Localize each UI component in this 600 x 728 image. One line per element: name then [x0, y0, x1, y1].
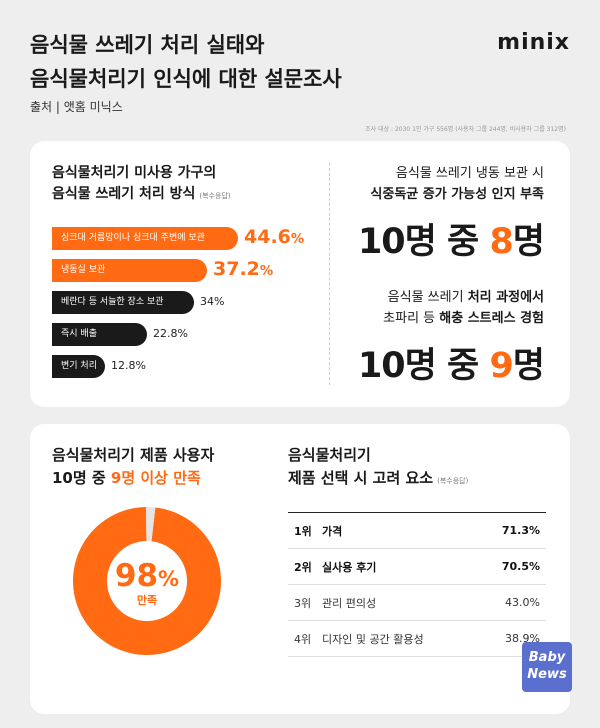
factors-table: 1위 가격 71.3% 2위 실사용 후기 70.5% 3위 관리 편의성 43… [288, 512, 546, 657]
donut-pct: % [158, 567, 180, 591]
pest-stat-total: 10 [357, 346, 406, 386]
disposal-bar-value: 12.8% [111, 359, 146, 372]
disposal-bar: 변기 처리 [52, 355, 105, 378]
pest-heading-l1b: 처리 과정에서 [467, 290, 544, 305]
row-name: 실사용 후기 [322, 560, 377, 574]
donut-center: 98% 만족 [72, 558, 222, 608]
pest-heading: 음식물 쓰레기 처리 과정에서 초파리 등 해충 스트레스 경험 [383, 287, 544, 329]
freeze-heading: 음식물 쓰레기 냉동 보관 시 식중독균 증가 가능성 인지 부족 [370, 163, 544, 205]
disposal-bar-pct: % [290, 232, 305, 247]
survey-note: 조사 대상 : 2030 1인 가구 556명 (사용자 그룹 244명, 비사… [365, 126, 566, 133]
donut-svg [73, 507, 222, 655]
freeze-stat: 10명 중 8명 [357, 213, 545, 264]
watermark-line1: Baby [528, 650, 566, 665]
freeze-stat-total: 10 [357, 222, 406, 262]
disposal-bar: 냉동실 보관 [52, 259, 207, 282]
freeze-heading-line1: 음식물 쓰레기 냉동 보관 시 [395, 166, 544, 181]
factors-multi-note: (복수응답) [437, 477, 469, 485]
title-line-2: 음식물처리기 인식에 대한 설문조사 [30, 67, 342, 91]
donut-slice-rest [146, 507, 156, 542]
brand-logo: minix [497, 30, 570, 55]
factors-title: 음식물처리기 제품 선택 시 고려 요소 (복수응답) [288, 444, 468, 493]
row-rank: 1위 [294, 524, 312, 538]
table-row: 1위 가격 71.3% [288, 513, 546, 549]
row-rank: 4위 [294, 632, 312, 646]
table-row: 2위 실사용 후기 70.5% [288, 549, 546, 585]
babynews-watermark: Baby News [522, 642, 572, 692]
row-rank: 2위 [294, 560, 312, 574]
satisfaction-title-l2b: 9명 이상 만족 [110, 469, 201, 487]
freeze-stat-mid: 명 중 [404, 222, 490, 262]
source-text: 출처 | 앳홈 미닉스 [30, 100, 123, 114]
donut-slice-satisfied [73, 507, 222, 655]
disposal-bar-value: 37.2% [213, 258, 274, 280]
row-value: 71.3% [501, 524, 540, 537]
card-satisfaction: 음식물처리기 제품 사용자 10명 중 9명 이상 만족 98% 만족 음식물처… [30, 424, 570, 714]
row-rank: 3위 [294, 596, 312, 610]
factors-title-line2: 제품 선택 시 고려 요소 [288, 469, 434, 487]
satisfaction-title-line1: 음식물처리기 제품 사용자 [52, 446, 215, 464]
row-value: 38.9% [505, 632, 540, 645]
satisfaction-title: 음식물처리기 제품 사용자 10명 중 9명 이상 만족 [52, 444, 214, 490]
row-value: 70.5% [501, 560, 540, 573]
pest-stat: 10명 중 9명 [357, 337, 545, 388]
pest-stat-unit: 명 [512, 346, 545, 386]
satisfaction-donut: 98% 만족 [72, 506, 222, 656]
disposal-title-line1: 음식물처리기 미사용 가구의 [52, 165, 217, 181]
donut-value: 98 [114, 558, 159, 594]
disposal-title-line2: 음식물 쓰레기 처리 방식 [52, 186, 196, 202]
pest-stat-mid: 명 중 [404, 346, 490, 386]
pest-heading-l2a: 초파리 등 [383, 311, 440, 326]
table-row: 3위 관리 편의성 43.0% [288, 585, 546, 621]
page-title: 음식물 쓰레기 처리 실태와 음식물처리기 인식에 대한 설문조사 [30, 28, 342, 96]
factors-title-line1: 음식물처리기 [288, 446, 371, 464]
multi-answer-note: (복수응답) [199, 192, 231, 200]
watermark-line2: News [527, 667, 567, 682]
pest-heading-l1a: 음식물 쓰레기 [387, 290, 468, 305]
pest-stat-count: 9 [489, 346, 513, 386]
donut-label: 만족 [136, 594, 158, 607]
row-name: 관리 편의성 [322, 596, 377, 610]
disposal-bar-value: 34% [200, 295, 225, 308]
table-row: 4위 디자인 및 공간 활용성 38.9% [288, 621, 546, 657]
card-divider [329, 163, 330, 385]
row-name: 디자인 및 공간 활용성 [322, 632, 424, 646]
row-value: 43.0% [505, 596, 540, 609]
freeze-heading-line2: 식중독균 증가 가능성 인지 부족 [370, 187, 544, 202]
title-line-1: 음식물 쓰레기 처리 실태와 [30, 33, 265, 57]
disposal-bar: 베란다 등 서늘한 장소 보관 [52, 291, 194, 314]
disposal-bar-pct: % [259, 264, 274, 279]
row-name: 가격 [322, 524, 343, 538]
satisfaction-title-l2a: 10명 중 [52, 469, 111, 487]
disposal-bar-value: 22.8% [153, 327, 188, 340]
disposal-bar-value: 44.6% [244, 226, 305, 248]
disposal-bar: 즉시 배출 [52, 323, 147, 346]
freeze-stat-unit: 명 [512, 222, 545, 262]
pest-heading-l2b: 해충 스트레스 경험 [439, 311, 544, 326]
disposal-title: 음식물처리기 미사용 가구의 음식물 쓰레기 처리 방식 (복수응답) [52, 163, 231, 207]
card-disposal: 음식물처리기 미사용 가구의 음식물 쓰레기 처리 방식 (복수응답) 싱크대 거… [30, 141, 570, 407]
freeze-stat-count: 8 [489, 222, 513, 262]
disposal-bar: 싱크대 거름망이나 싱크대 주변에 보관 [52, 227, 238, 250]
